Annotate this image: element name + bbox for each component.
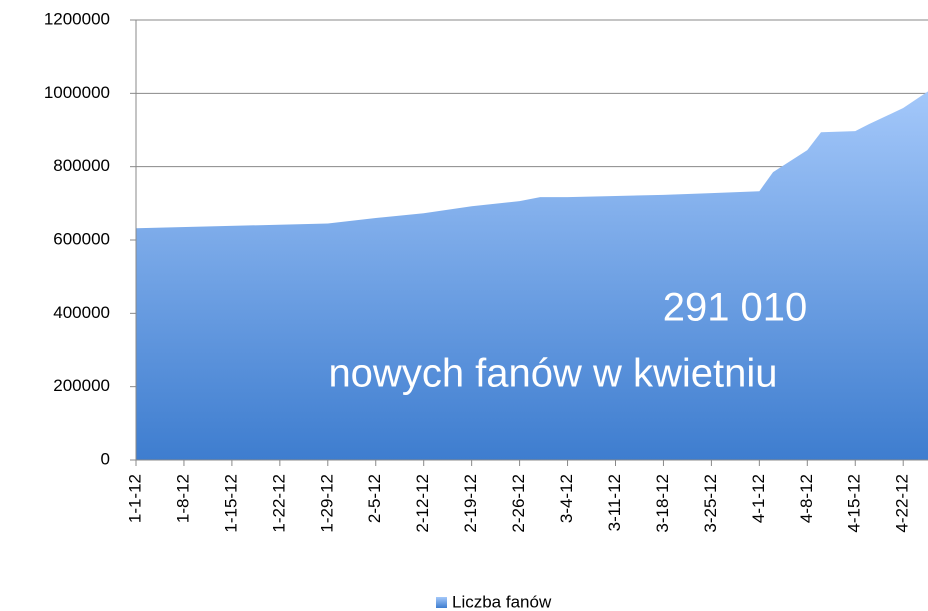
y-tick-label: 1000000 (44, 83, 110, 102)
legend-swatch (436, 597, 447, 608)
x-tick-label: 3-11-12 (605, 474, 624, 531)
y-tick-label: 400000 (53, 303, 110, 322)
x-tick-label: 4-1-12 (749, 474, 768, 523)
y-tick-label: 1200000 (44, 9, 110, 28)
x-tick-label: 2-5-12 (365, 474, 384, 523)
legend-label: Liczba fanów (452, 592, 552, 611)
x-tick-label: 2-12-12 (413, 474, 432, 533)
annotation: 291 010 (663, 286, 808, 330)
x-tick-label: 1-8-12 (173, 474, 192, 523)
y-tick-label: 600000 (53, 229, 110, 248)
x-tick-label: 3-18-12 (653, 474, 672, 533)
x-tick-label: 1-22-12 (269, 474, 288, 533)
x-tick-label: 2-26-12 (509, 474, 528, 533)
y-tick-label: 800000 (53, 156, 110, 175)
x-tick-label: 3-25-12 (701, 474, 720, 533)
x-tick-label: 3-4-12 (557, 474, 576, 523)
x-tick-label: 4-15-12 (845, 474, 864, 533)
area (136, 91, 928, 460)
x-tick-label: 1-1-12 (125, 474, 144, 523)
y-tick-label: 200000 (53, 376, 110, 395)
x-tick-label: 1-15-12 (221, 474, 240, 533)
x-tick-label: 4-8-12 (797, 474, 816, 523)
annotation: nowych fanów w kwietniu (328, 352, 777, 396)
x-tick-label: 4-22-12 (893, 474, 912, 533)
y-tick-label: 0 (101, 449, 110, 468)
x-tick-label: 2-19-12 (461, 474, 480, 533)
x-tick-label: 1-29-12 (317, 474, 336, 533)
